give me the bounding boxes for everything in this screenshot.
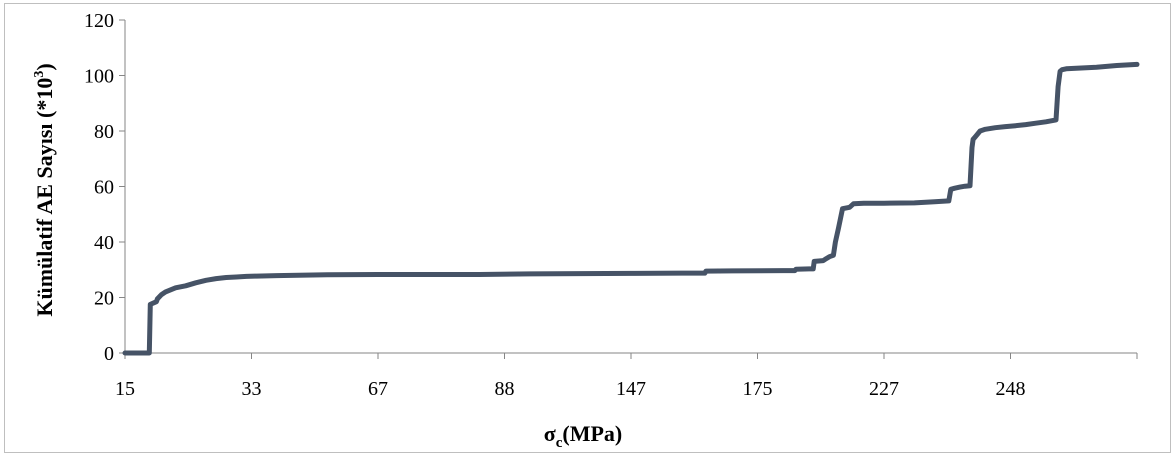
x-tick-label: 147	[616, 378, 646, 400]
x-axis-title-rest: (MPa)	[562, 421, 622, 446]
x-axis-title-sub: c	[556, 435, 563, 451]
y-axis: 0 20 40 60 80 100 120	[84, 10, 126, 365]
y-tick-label: 60	[94, 177, 114, 199]
y-tick-label: 0	[104, 343, 114, 365]
y-tick-label: 120	[84, 10, 114, 32]
x-tick-label: 175	[743, 378, 773, 400]
y-axis-title-sup: 3	[32, 71, 47, 78]
x-axis-title: σc(MPa)	[544, 421, 623, 451]
x-axis-title-main: σ	[544, 421, 556, 446]
x-tick-label: 248	[996, 378, 1026, 400]
y-axis-title-main: Kümülatif AE Sayısı (*10	[32, 78, 57, 317]
x-tick-label: 88	[495, 378, 515, 400]
y-tick-label: 20	[94, 288, 114, 310]
y-axis-title-rest: )	[32, 63, 57, 70]
series-line-0	[122, 61, 1140, 356]
y-axis-title: Kümülatif AE Sayısı (*103)	[32, 63, 57, 316]
y-tick-label: 100	[84, 66, 114, 88]
x-tick-label: 33	[242, 378, 262, 400]
x-axis: 15 33 67 88 147 175 227 248	[115, 352, 1138, 400]
chart-frame	[4, 3, 1171, 453]
x-tick-label: 227	[869, 378, 899, 400]
y-tick-label: 80	[94, 121, 114, 143]
x-tick-label: 67	[368, 378, 388, 400]
series-layer	[122, 61, 1140, 356]
y-tick-label: 40	[94, 232, 114, 254]
x-tick-label: 15	[115, 378, 135, 400]
